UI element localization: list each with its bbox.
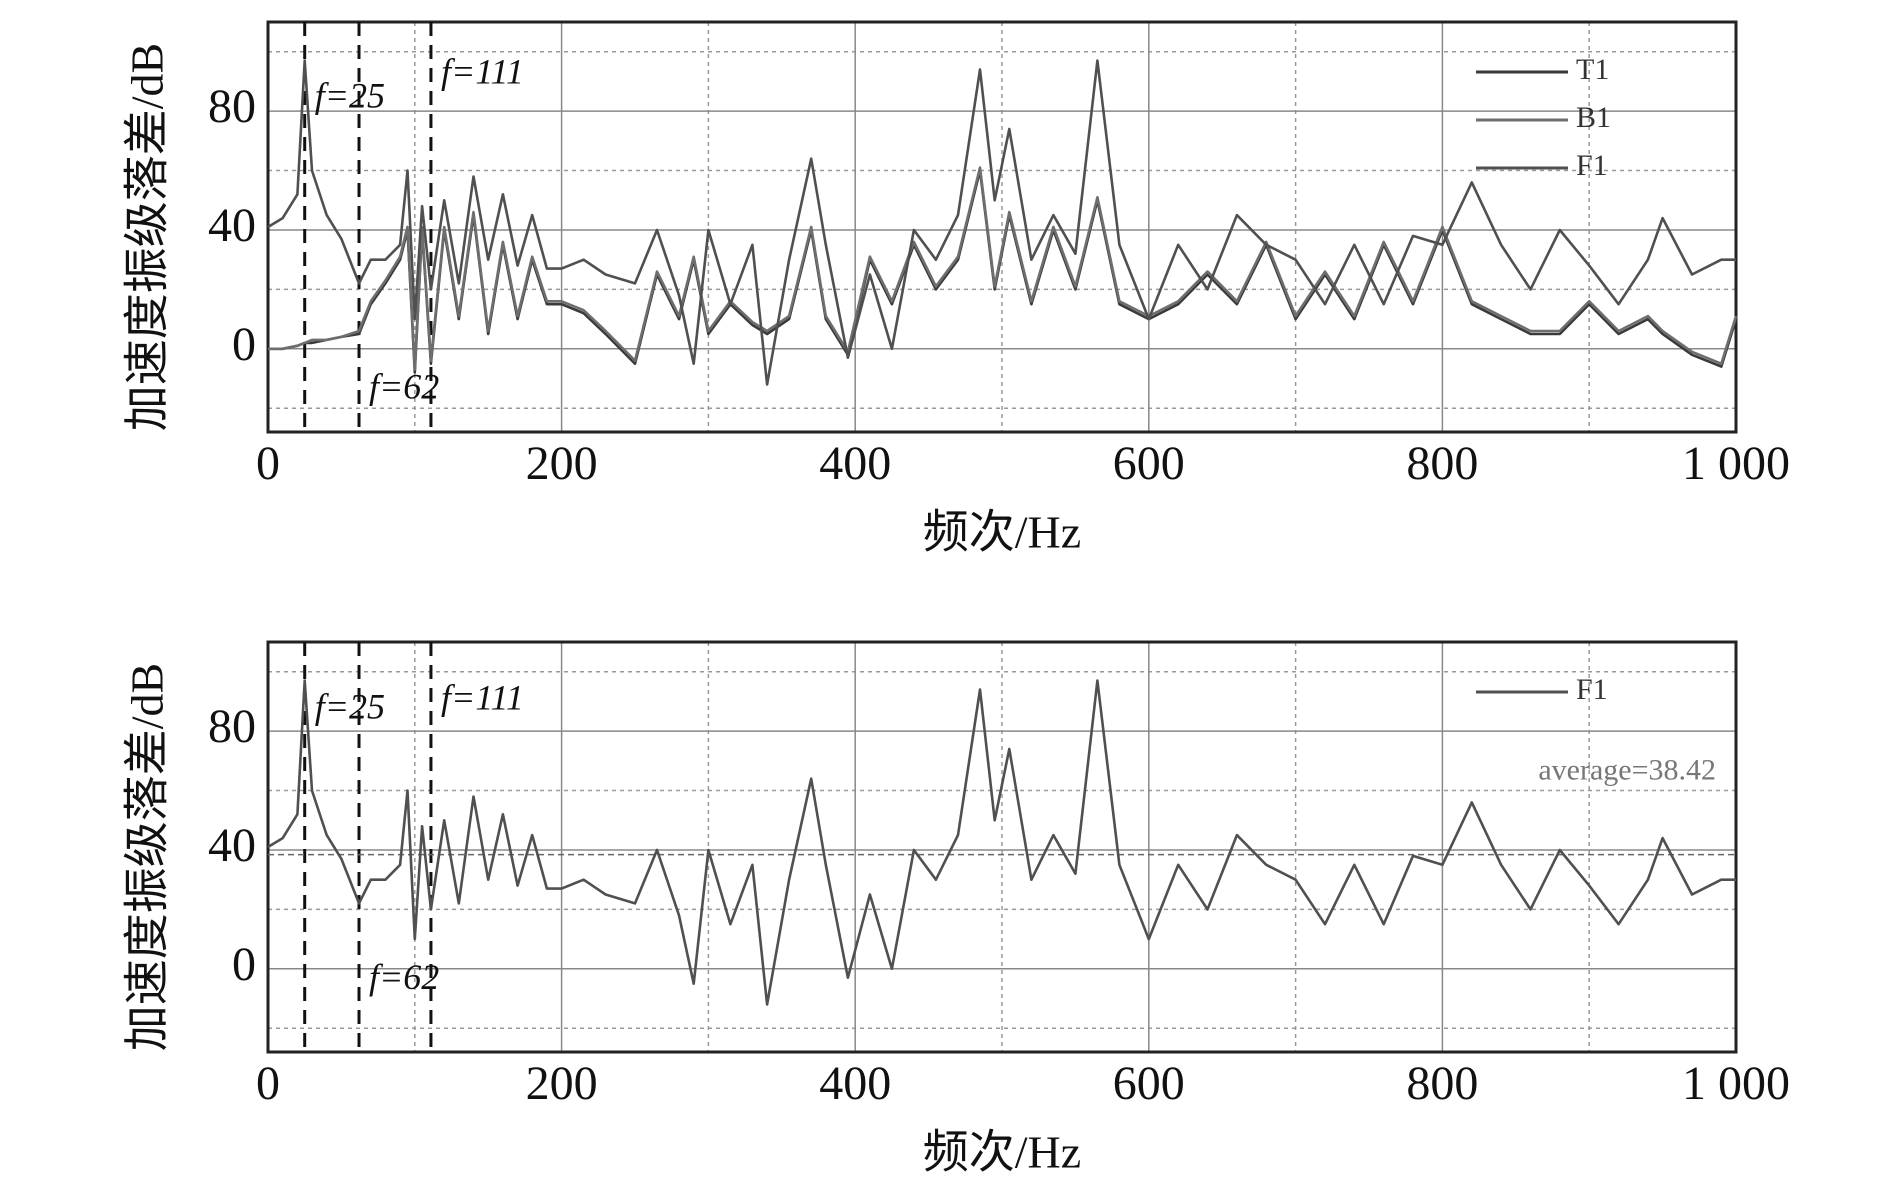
x-tick-label: 400 xyxy=(819,437,891,490)
annotation: f=25 xyxy=(315,687,385,727)
x-tick-label: 800 xyxy=(1406,1057,1478,1110)
x-tick-label: 0 xyxy=(256,437,280,490)
annotation: f=25 xyxy=(315,76,385,116)
y-tick-label: 0 xyxy=(232,318,256,371)
series-line xyxy=(268,169,1738,374)
y-tick-label: 80 xyxy=(208,80,256,133)
annotation: f=62 xyxy=(369,957,439,997)
annotation: f=111 xyxy=(441,678,524,718)
x-axis-label: 频次/Hz xyxy=(923,1127,1081,1178)
legend-label: F1 xyxy=(1576,673,1608,706)
series-line xyxy=(268,166,1738,371)
annotation: f=62 xyxy=(369,367,439,407)
average-label: average=38.42 xyxy=(1538,754,1716,787)
annotation: f=111 xyxy=(441,52,524,92)
x-tick-label: 200 xyxy=(526,1057,598,1110)
x-tick-label: 0 xyxy=(256,1057,280,1110)
y-tick-label: 40 xyxy=(208,819,256,872)
series-line xyxy=(267,59,1736,386)
legend-label: B1 xyxy=(1576,101,1611,134)
x-tick-label: 1 000 xyxy=(1682,1057,1790,1110)
x-tick-label: 600 xyxy=(1113,437,1185,490)
x-tick-label: 200 xyxy=(526,437,598,490)
legend-label: T1 xyxy=(1576,53,1609,86)
y-axis-label: 加速度振级落差/dB xyxy=(122,43,173,431)
y-tick-label: 80 xyxy=(208,700,256,753)
x-tick-label: 400 xyxy=(819,1057,891,1110)
x-tick-label: 600 xyxy=(1113,1057,1185,1110)
x-tick-label: 800 xyxy=(1406,437,1478,490)
x-tick-label: 1 000 xyxy=(1682,437,1790,490)
x-axis-label: 频次/Hz xyxy=(923,507,1081,558)
y-tick-label: 40 xyxy=(208,199,256,252)
series-line xyxy=(267,679,1736,1006)
y-axis-label: 加速度振级落差/dB xyxy=(122,663,173,1051)
y-tick-label: 0 xyxy=(232,938,256,991)
legend-label: F1 xyxy=(1576,149,1608,182)
